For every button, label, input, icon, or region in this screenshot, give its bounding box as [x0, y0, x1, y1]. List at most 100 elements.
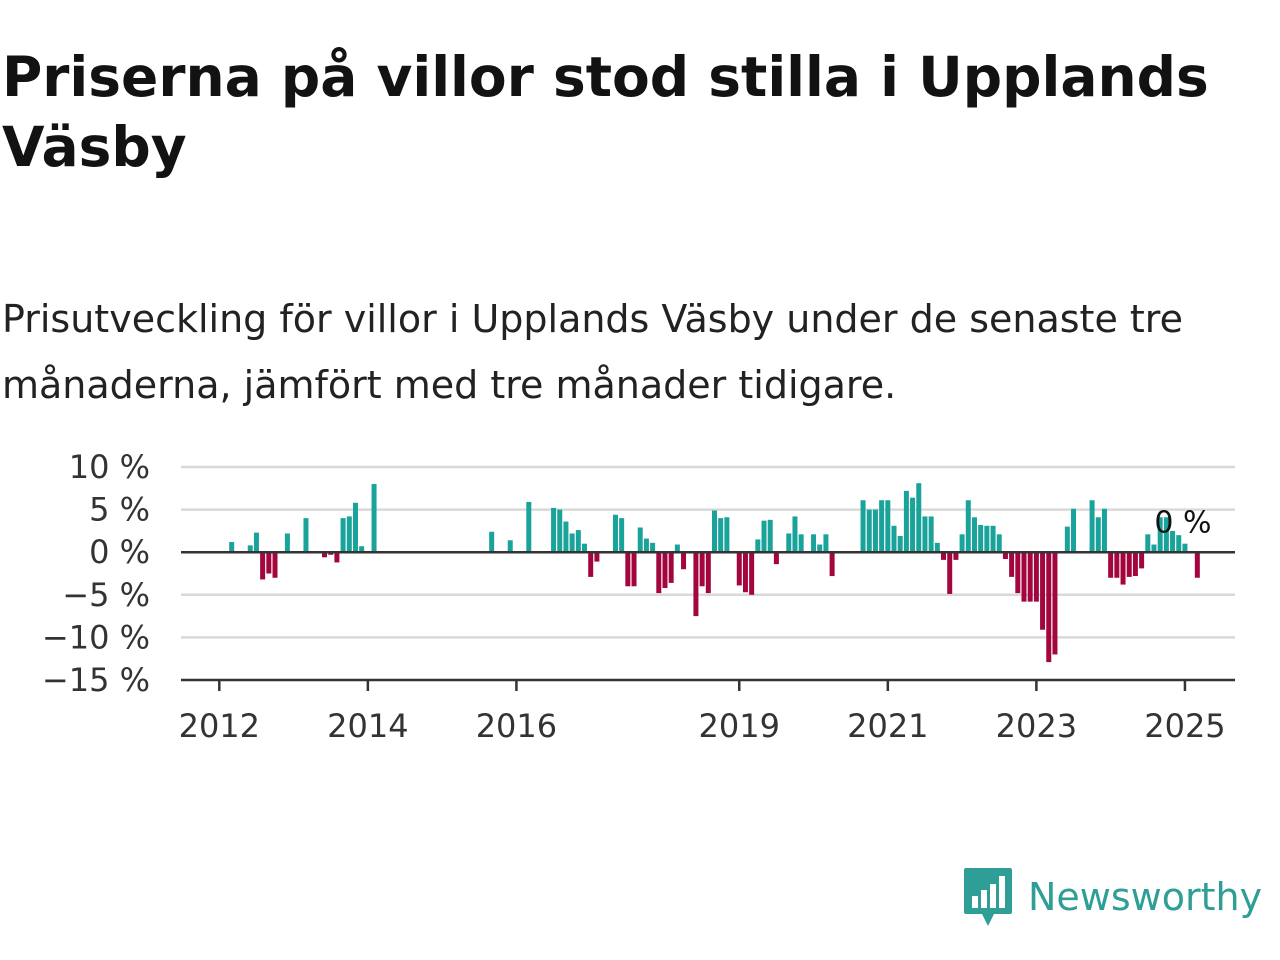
- bar: [786, 533, 792, 553]
- bar: [1033, 552, 1039, 602]
- bar-chart-speech-bubble-icon: [964, 868, 1012, 926]
- logo-wordmark: Newsworthy: [1028, 875, 1263, 919]
- bar: [1002, 552, 1008, 560]
- bar: [1064, 526, 1070, 553]
- bar: [879, 500, 885, 553]
- bar-series: [229, 483, 1200, 663]
- bar: [767, 519, 773, 553]
- bar: [551, 507, 557, 553]
- y-tick-label: 5 %: [89, 491, 150, 529]
- bar: [650, 542, 656, 553]
- bar: [334, 552, 340, 563]
- bar: [1182, 543, 1188, 553]
- bar: [1132, 552, 1138, 577]
- y-tick-label: −5 %: [62, 576, 150, 614]
- bar: [674, 544, 680, 553]
- bar: [1009, 552, 1015, 577]
- bar: [272, 552, 278, 578]
- bar: [928, 516, 934, 553]
- bar: [990, 525, 996, 553]
- bar: [947, 552, 953, 594]
- bar: [910, 497, 916, 553]
- y-tick-label: −10 %: [42, 618, 150, 656]
- bar: [1089, 500, 1095, 553]
- bar: [371, 484, 377, 553]
- bar: [1157, 517, 1163, 553]
- bar: [594, 552, 600, 562]
- bar: [1139, 552, 1145, 569]
- bar: [724, 517, 730, 553]
- bar: [569, 533, 575, 553]
- bar: [489, 531, 495, 553]
- bar: [352, 502, 358, 553]
- bar: [941, 552, 947, 560]
- bar: [340, 518, 346, 553]
- bar: [612, 514, 618, 553]
- x-tick-label: 2012: [179, 707, 260, 745]
- bar: [755, 539, 761, 553]
- bar: [588, 552, 594, 577]
- bar: [575, 530, 581, 553]
- bar: [1027, 552, 1033, 602]
- chart-subtitle: Prisutveckling för villor i Upplands Väs…: [2, 297, 1183, 407]
- bar: [761, 520, 767, 553]
- bar: [303, 518, 309, 553]
- y-tick-label: 0 %: [89, 533, 150, 571]
- x-tick-label: 2021: [847, 707, 928, 745]
- bar: [885, 500, 891, 553]
- bar: [637, 527, 643, 553]
- bar: [1040, 552, 1046, 630]
- bar: [897, 536, 903, 553]
- bar: [1176, 535, 1182, 553]
- bar: [247, 545, 253, 553]
- last-value-label: 0 %: [1154, 505, 1211, 540]
- x-tick-label: 2023: [996, 707, 1077, 745]
- x-tick-label: 2025: [1144, 707, 1225, 745]
- bar: [526, 501, 532, 553]
- bar: [829, 552, 835, 577]
- bar: [253, 532, 259, 553]
- bar: [699, 552, 705, 587]
- bar: [1108, 552, 1114, 578]
- bar: [625, 552, 631, 587]
- bar: [229, 541, 235, 553]
- bar: [643, 538, 649, 553]
- bar: [984, 525, 990, 553]
- bar: [1170, 530, 1176, 553]
- bar: [903, 490, 909, 553]
- bar: [811, 534, 817, 553]
- bar: [978, 524, 984, 553]
- bar: [1052, 552, 1058, 655]
- bar: [742, 552, 748, 593]
- bar: [823, 534, 829, 553]
- chart-title: Priserna på villor stod stilla i Uppland…: [2, 45, 1209, 179]
- x-tick-label: 2016: [476, 707, 557, 745]
- bar: [773, 552, 779, 565]
- bar: [1163, 517, 1169, 553]
- bar: [631, 552, 637, 587]
- bar: [668, 552, 674, 583]
- y-tick-label: −15 %: [42, 661, 150, 699]
- bar: [693, 552, 699, 617]
- bar: [971, 517, 977, 553]
- bar: [996, 534, 1002, 553]
- bar: [619, 518, 625, 553]
- bar: [1071, 508, 1077, 553]
- bar: [260, 552, 266, 580]
- newsworthy-logo: Newsworthy: [962, 862, 1262, 932]
- bar: [965, 500, 971, 553]
- bar: [1114, 552, 1120, 578]
- bar: [1151, 544, 1157, 553]
- bar: [705, 552, 711, 594]
- bar: [959, 534, 965, 553]
- bar: [662, 552, 668, 588]
- bar: [718, 518, 724, 553]
- bar: [872, 509, 878, 553]
- bar: [916, 483, 922, 553]
- bar: [1046, 552, 1052, 663]
- bar: [507, 540, 513, 553]
- bar: [322, 552, 328, 558]
- bar: [817, 544, 823, 553]
- bar: [792, 516, 798, 553]
- bar: [582, 543, 588, 553]
